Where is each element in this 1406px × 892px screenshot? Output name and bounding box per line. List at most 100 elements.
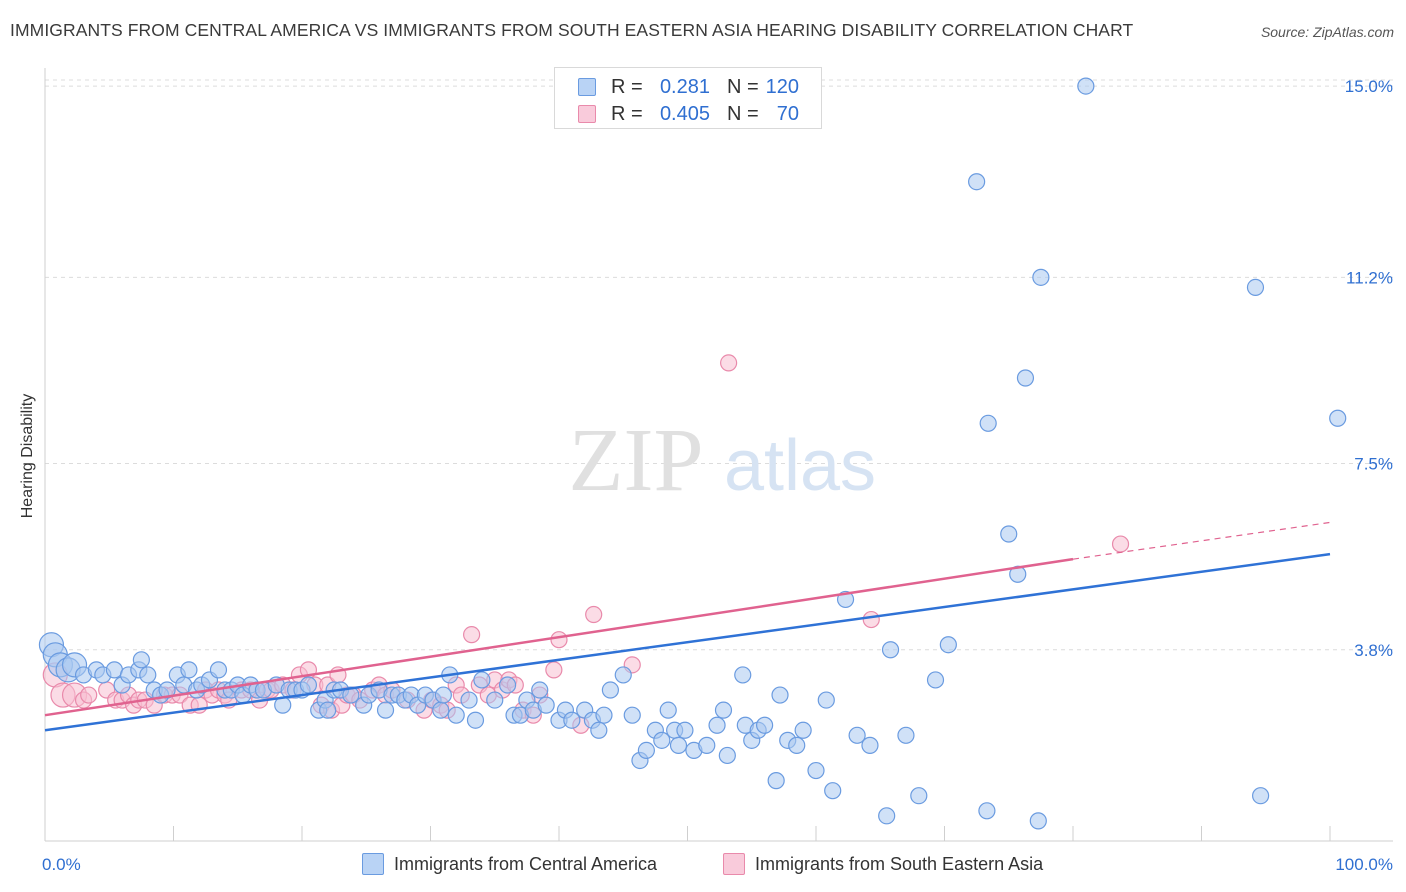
point-central-america [1252, 787, 1270, 805]
point-south-eastern-asia [545, 661, 563, 679]
point-central-america [926, 671, 945, 689]
trend-line-south-eastern-asia [44, 557, 1074, 717]
legend-swatch-pink [723, 853, 745, 875]
point-central-america [537, 696, 555, 714]
point-central-america [139, 666, 157, 684]
point-central-america [698, 736, 716, 754]
point-central-america [1000, 525, 1018, 543]
point-central-america [299, 676, 318, 694]
point-central-america [590, 721, 608, 739]
point-central-america [653, 731, 671, 749]
point-central-america [767, 772, 785, 790]
tick-labels: 3.8% 7.5% 11.2% 15.0% 0.0% 100.0% [42, 77, 1393, 874]
y-tick-label: 11.2% [1346, 268, 1393, 287]
point-central-america [794, 721, 812, 739]
watermark-zip: ZIP [569, 411, 704, 510]
y-tick-label: 7.5% [1354, 455, 1393, 474]
legend-swatch-pink [578, 105, 596, 123]
point-central-america [878, 807, 896, 825]
point-central-america [1032, 268, 1050, 286]
trend-line-central-america [44, 552, 1331, 732]
point-central-america [563, 711, 581, 729]
point-central-america [595, 706, 613, 724]
point-central-america [676, 721, 694, 739]
point-central-america [376, 701, 395, 719]
point-central-america [434, 686, 452, 704]
n-value: 120 [765, 75, 799, 98]
point-central-america [432, 701, 450, 719]
point-central-america [979, 414, 997, 432]
watermark-atlas: atlas [724, 426, 876, 506]
point-central-america [466, 711, 485, 729]
y-tick-label: 3.8% [1354, 641, 1393, 660]
point-central-america [132, 651, 150, 669]
point-central-america [499, 676, 517, 694]
point-central-america [1029, 812, 1047, 830]
legend-item-south-eastern-asia: Immigrants from South Eastern Asia [723, 852, 1043, 876]
point-central-america [614, 666, 632, 684]
point-central-america [968, 173, 986, 191]
point-central-america [319, 701, 337, 719]
point-central-america [708, 716, 726, 734]
y-tick-label: 15.0% [1345, 77, 1393, 96]
point-south-eastern-asia [550, 631, 568, 649]
point-south-eastern-asia [862, 610, 880, 629]
point-central-america [714, 701, 733, 719]
point-central-america [342, 686, 360, 704]
point-central-america [755, 716, 774, 734]
point-central-america [637, 741, 655, 760]
point-central-america [718, 746, 736, 765]
n-value: 70 [776, 102, 799, 125]
point-central-america [734, 666, 752, 684]
legend-label: Immigrants from Central America [394, 853, 658, 874]
point-central-america [447, 706, 465, 724]
point-central-america [158, 681, 176, 699]
series-blue-points [38, 77, 1347, 830]
point-central-america [180, 661, 198, 679]
legend-swatch-blue [578, 78, 596, 96]
point-south-eastern-asia [720, 354, 738, 372]
point-central-america [824, 782, 842, 800]
n-label: N = [727, 75, 759, 98]
point-central-america [788, 736, 806, 754]
r-label: R = [611, 75, 643, 98]
point-central-america [881, 641, 900, 659]
point-central-america [1077, 77, 1095, 95]
point-central-america [807, 761, 825, 780]
point-south-eastern-asia [463, 626, 481, 644]
point-central-america [1016, 369, 1035, 387]
chart-title: IMMIGRANTS FROM CENTRAL AMERICA VS IMMIG… [10, 20, 1134, 40]
r-label: R = [611, 102, 643, 125]
x-tick-label: 0.0% [42, 855, 81, 874]
point-central-america [209, 661, 228, 679]
point-central-america [659, 701, 677, 719]
point-central-america [460, 691, 478, 709]
point-central-america [473, 671, 491, 689]
point-central-america [771, 686, 789, 704]
grid-lines [45, 79, 1393, 651]
legend-swatch-blue [362, 853, 384, 875]
trend-lines [44, 521, 1331, 732]
legend-item-central-america: Immigrants from Central America [362, 852, 657, 876]
point-south-eastern-asia [80, 686, 98, 704]
n-label: N = [727, 102, 759, 125]
point-central-america [1246, 278, 1265, 297]
point-central-america [897, 726, 915, 744]
point-central-america [861, 736, 879, 754]
point-central-america [1009, 565, 1027, 583]
legend-label: Immigrants from South Eastern Asia [755, 853, 1044, 874]
point-central-america [601, 681, 620, 699]
point-central-america [910, 787, 928, 805]
r-value: 0.405 [659, 102, 710, 125]
point-central-america [486, 691, 504, 709]
point-south-eastern-asia [1111, 535, 1130, 553]
point-central-america [669, 736, 688, 754]
point-central-america [978, 802, 996, 820]
point-central-america [848, 726, 866, 744]
point-central-america [1329, 409, 1347, 427]
point-south-eastern-asia [585, 605, 603, 624]
correlation-legend: R = 0.281 N = 120 R = 0.405 N = 70 [554, 67, 822, 129]
x-tick-label: 100.0% [1335, 855, 1393, 874]
point-central-america [817, 691, 835, 709]
